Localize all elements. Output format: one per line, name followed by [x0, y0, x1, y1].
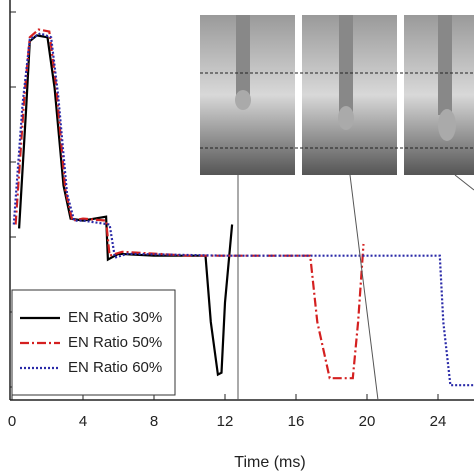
photo-insets [200, 15, 474, 401]
x-tick-label: 16 [288, 413, 305, 430]
series-line [14, 28, 365, 380]
y-axis-ticks [10, 11, 16, 388]
x-tick-label: 20 [359, 413, 376, 430]
x-axis-label: Time (ms) [234, 454, 305, 471]
legend-label: EN Ratio 30% [68, 309, 162, 326]
x-tick-label: 4 [79, 413, 87, 430]
legend-label: EN Ratio 60% [68, 359, 162, 376]
x-tick-label: 8 [150, 413, 158, 430]
x-tick-label: 0 [8, 413, 16, 430]
plot-area: 0 4 8 12 16 20 24 [8, 0, 474, 430]
legend: EN Ratio 30% EN Ratio 50% EN Ratio 60% [11, 289, 176, 396]
legend-label: EN Ratio 50% [68, 334, 162, 351]
x-tick-label: 24 [430, 413, 447, 430]
x-tick-label: 12 [217, 413, 234, 430]
